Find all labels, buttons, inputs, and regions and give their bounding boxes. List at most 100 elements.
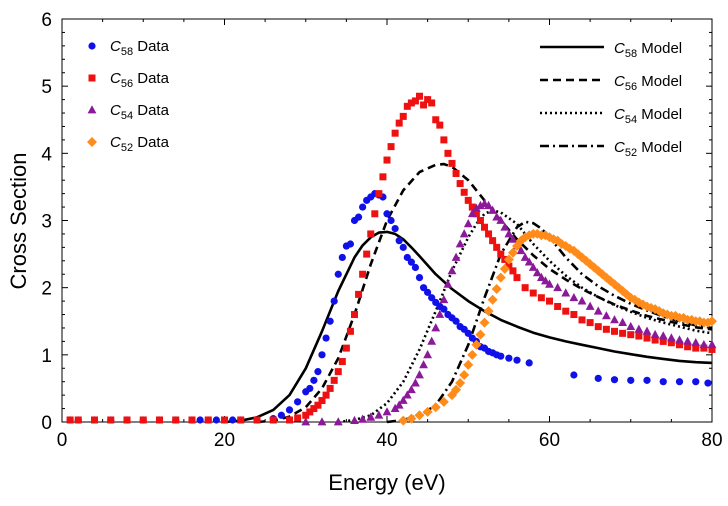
triangle-point [350, 415, 359, 425]
triangle-point [500, 222, 510, 231]
circle-point [643, 376, 651, 384]
model-line-56 [256, 162, 713, 424]
circle-point [415, 273, 424, 282]
square-point [330, 376, 338, 384]
triangle-point [650, 329, 660, 339]
circle-point [354, 213, 363, 221]
y-tick-label: 1 [41, 346, 52, 367]
x-tick-label: 40 [376, 430, 397, 451]
triangle-point [532, 268, 542, 277]
circle-point [318, 351, 326, 359]
triangle-point [642, 326, 652, 335]
square-point [444, 149, 452, 157]
square-point [407, 99, 415, 107]
square-point [546, 297, 553, 305]
legend-label-data-58: C58 Data [110, 38, 170, 58]
square-point [346, 327, 354, 335]
triangle-point [455, 239, 465, 248]
square-point [334, 368, 342, 376]
diamond-point [483, 306, 494, 317]
legend-entry-model-52: C52 Model [540, 139, 682, 159]
square-point [436, 121, 444, 129]
square-point [399, 112, 407, 120]
diamond-point [422, 406, 433, 417]
square-point [562, 307, 570, 315]
square-point [489, 237, 497, 245]
legend-label-model-58: C58 Model [614, 40, 682, 60]
legend-entry-data-52: C52 Data [87, 134, 170, 154]
square-point [529, 289, 537, 297]
triangle-point [358, 414, 368, 423]
circle-point [322, 334, 330, 342]
square-point [383, 156, 391, 164]
circle-point [285, 406, 294, 414]
square-point [692, 344, 700, 352]
circle-point [692, 378, 700, 386]
circle-point [525, 359, 533, 367]
square-point [611, 327, 618, 335]
circle-point [326, 317, 334, 325]
square-point [468, 203, 476, 211]
triangle-point [666, 333, 676, 342]
square-point [684, 343, 692, 351]
triangle-point [411, 378, 420, 387]
diamond-point [495, 272, 506, 283]
y-tick-label: 3 [41, 212, 52, 233]
diamond-point [487, 294, 498, 305]
triangle-point [610, 315, 619, 324]
legend-entry-data-56: C56 Data [88, 70, 170, 90]
diamond-point [503, 254, 514, 265]
diamond-point [459, 369, 470, 380]
diamond-point [467, 349, 478, 360]
triangle-point [553, 282, 563, 292]
x-tick-label: 60 [539, 430, 560, 451]
square-point [509, 267, 517, 275]
square-point [667, 339, 675, 347]
square-point [351, 311, 358, 319]
square-point [107, 416, 115, 424]
triangle-point [423, 350, 433, 359]
circle-point [497, 352, 505, 360]
circle-point [334, 270, 342, 278]
y-tick-label: 6 [41, 10, 52, 31]
circle-point [306, 384, 314, 393]
square-point [123, 416, 131, 424]
triangle-point [658, 331, 668, 340]
square-point [342, 344, 350, 352]
diamond-point [438, 396, 449, 407]
triangle-point [492, 212, 502, 221]
circle-point [294, 398, 302, 406]
square-point [485, 230, 493, 238]
circle-point [346, 240, 355, 248]
data-points [66, 92, 717, 426]
triangle-point [520, 252, 530, 261]
triangle-point [366, 412, 376, 421]
square-point [66, 416, 74, 424]
square-point [156, 416, 163, 424]
triangle-point [394, 400, 404, 409]
triangle-point [508, 234, 518, 243]
legend: C58 Data C56 Data C54 Data C52 Data C58 Mode… [87, 38, 682, 159]
diamond-point [707, 316, 717, 327]
triangle-point [471, 203, 481, 212]
triangle-point [415, 370, 424, 379]
triangle-point [524, 257, 534, 266]
triangle-point [683, 336, 693, 345]
circle-point [675, 378, 684, 386]
square-point [460, 188, 468, 196]
circle-point [387, 216, 395, 225]
square-point [602, 325, 610, 333]
diamond-point [491, 284, 502, 295]
triangle-point [439, 294, 449, 304]
square-point [464, 196, 472, 204]
triangle-point [451, 252, 461, 261]
circle-point [395, 237, 403, 245]
y-tick-label: 0 [41, 413, 52, 434]
triangle-point [402, 390, 412, 399]
x-tick-label: 0 [57, 430, 68, 451]
triangle-point [488, 205, 498, 214]
square-point [172, 416, 180, 424]
legend-entry-model-56: C56 Model [540, 73, 682, 93]
model-line-54 [338, 209, 713, 424]
